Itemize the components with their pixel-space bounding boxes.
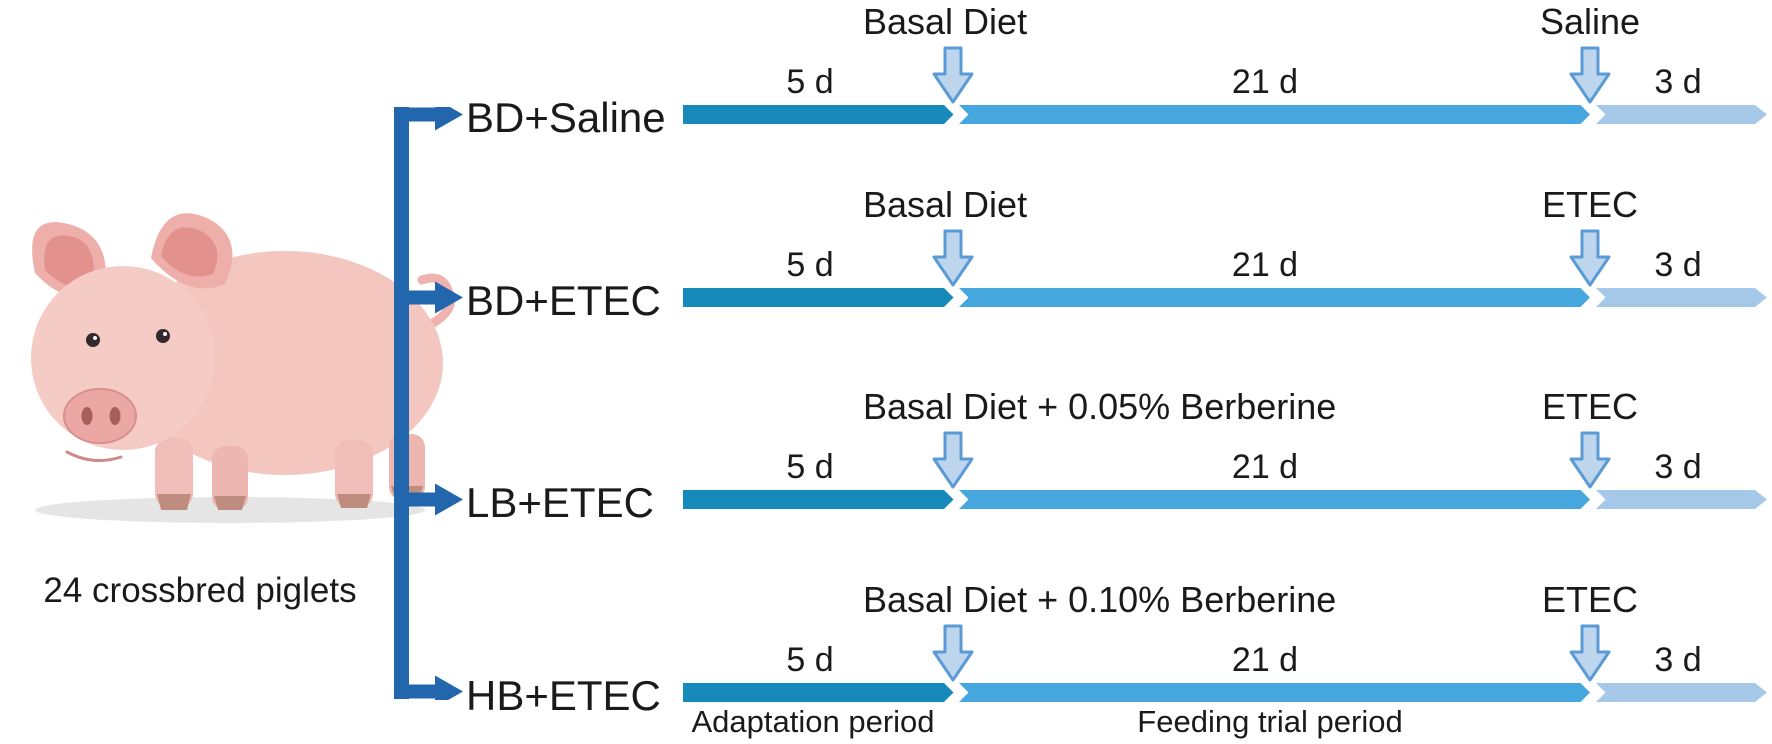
adaptation-period-label: Adaptation period [691,704,935,739]
subject-caption: 24 crossbred piglets [43,571,357,610]
period-label: 5 d [786,63,834,101]
period-label: 21 d [1231,246,1299,284]
diet-label: Basal Diet + 0.05% Berberine [863,386,1337,427]
timeline-bar [683,683,1767,702]
period-label: 21 d [1231,641,1299,679]
piglet-image [31,213,455,523]
piglet-nostril [81,407,93,425]
diet-label: Basal Diet [863,1,1028,42]
challenge-label: Saline [1539,1,1641,42]
piglet-hoof [337,494,371,508]
challenge-label: ETEC [1541,579,1639,620]
timeline-segment-challenge [1596,490,1767,509]
down-arrow-icon [932,431,974,489]
piglet-eye-glint [163,332,167,336]
period-label: 3 d [1654,448,1702,486]
timeline-segment-adaptation [683,288,954,307]
challenge-label: ETEC [1541,386,1639,427]
timeline-segment-challenge [1596,683,1767,702]
period-label: 21 d [1231,63,1299,101]
bracket-arrowhead [435,483,463,516]
down-arrow-icon [932,624,974,682]
timeline-bar [683,490,1767,509]
piglet-eye-glint [93,336,97,340]
bracket-arm [409,492,435,507]
piglet-mouth [65,450,123,463]
period-label: 3 d [1654,641,1702,679]
feeding-trial-period-label: Feeding trial period [1137,704,1403,739]
diet-label: Basal Diet + 0.10% Berberine [863,579,1337,620]
piglet-snout [63,388,137,444]
down-arrow-icon [932,229,974,287]
piglet-ear-inner [161,227,218,277]
diet-label: Basal Diet [863,184,1028,225]
bracket-arm [409,107,435,122]
bracket-arrowhead [435,675,463,700]
period-label: 21 d [1231,448,1299,486]
challenge-label: ETEC [1541,184,1639,225]
piglet-hoof [214,496,246,510]
piglet-leg [155,438,193,508]
period-label: 3 d [1654,246,1702,284]
branch-bracket [394,107,463,700]
bracket-arrowhead [435,107,463,131]
down-arrow-icon [932,46,974,104]
group-label-lb-etec: LB+ETEC [466,479,654,526]
timeline-segment-challenge [1596,288,1767,307]
bracket-arm [409,684,435,699]
timeline-segment-challenge [1596,105,1767,124]
bracket-arm [409,290,435,305]
down-arrow-icon [1569,46,1611,104]
period-label: 5 d [786,448,834,486]
group-label-bd-saline: BD+Saline [466,94,666,141]
piglet-body [127,251,443,475]
timeline-bar [683,105,1767,124]
timeline-segment-adaptation [683,683,954,702]
piglet-eye [156,329,170,343]
group-label-hb-etec: HB+ETEC [466,672,661,719]
piglet-eye [86,333,100,347]
piglet-leg [212,446,248,510]
timeline-segment-feeding [959,490,1590,509]
bracket-trunk [394,107,409,699]
group-label-bd-etec: BD+ETEC [466,277,661,324]
period-label: 5 d [786,641,834,679]
timeline-bar [683,288,1767,307]
down-arrow-icon [1569,431,1611,489]
timeline-segment-adaptation [683,490,954,509]
period-label: 3 d [1654,63,1702,101]
piglet-nostril [109,407,121,425]
piglet-ear-inner [44,235,94,286]
timeline-segment-feeding [959,288,1590,307]
timeline-segment-adaptation [683,105,954,124]
down-arrow-icon [1569,624,1611,682]
bracket-arrowhead [435,281,463,314]
down-arrow-icon [1569,229,1611,287]
piglet-hoof [157,494,191,510]
period-label: 5 d [786,246,834,284]
timeline-segment-feeding [959,105,1590,124]
timeline-segment-feeding [959,683,1590,702]
piglet-leg [335,440,373,508]
